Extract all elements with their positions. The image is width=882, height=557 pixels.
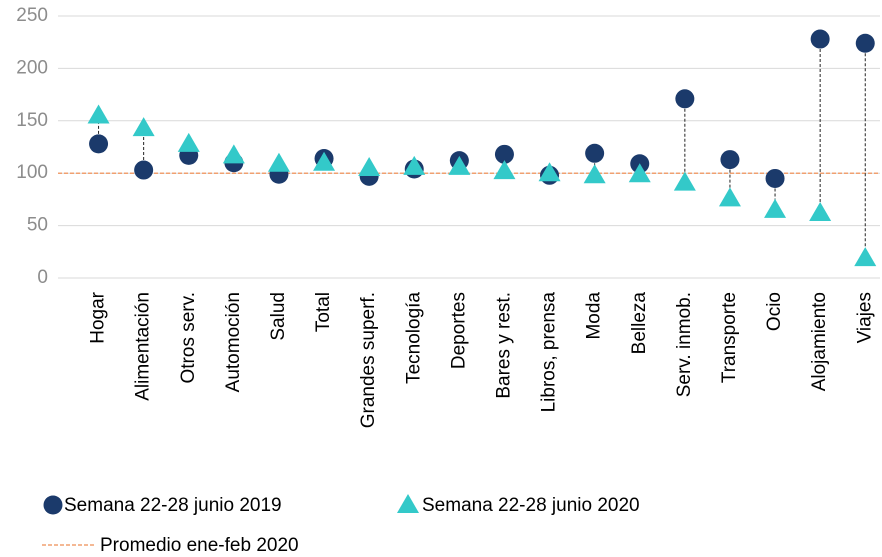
triangle-2020 bbox=[854, 247, 877, 267]
dot-2019 bbox=[855, 33, 875, 53]
triangle-2020 bbox=[87, 104, 110, 124]
x-tick-label: Viajes bbox=[854, 292, 875, 343]
x-tick-label: Otros serv. bbox=[178, 292, 199, 384]
triangle-2020 bbox=[764, 198, 787, 218]
x-tick-label: Salud bbox=[268, 292, 289, 341]
triangle-2020 bbox=[493, 160, 516, 180]
dot-2019 bbox=[810, 29, 830, 49]
triangle-2020 bbox=[358, 156, 381, 176]
y-tick-label: 50 bbox=[27, 215, 48, 236]
triangle-2020 bbox=[177, 132, 200, 152]
triangle-2020 bbox=[403, 155, 426, 175]
x-tick-label: Ocio bbox=[764, 292, 785, 331]
x-tick-label: Serv. inmob. bbox=[674, 292, 695, 397]
dot-2019 bbox=[494, 144, 514, 164]
triangle-2020 bbox=[628, 163, 651, 183]
x-tick-label: Bares y rest. bbox=[493, 292, 514, 399]
dot-2019 bbox=[585, 143, 605, 163]
legend-label: Promedio ene-feb 2020 bbox=[100, 535, 299, 556]
triangle-2020 bbox=[222, 144, 245, 164]
y-tick-label: 0 bbox=[37, 267, 48, 288]
triangle-2020 bbox=[313, 151, 336, 171]
triangle-2020 bbox=[538, 162, 561, 182]
x-tick-label: Moda bbox=[584, 292, 605, 340]
dot-2019 bbox=[134, 160, 154, 180]
triangle-2020 bbox=[673, 171, 696, 191]
x-tick-label: Tecnología bbox=[403, 292, 424, 384]
x-tick-label: Hogar bbox=[88, 291, 109, 343]
y-tick-label: 100 bbox=[16, 162, 48, 183]
x-tick-label: Deportes bbox=[448, 292, 469, 369]
y-tick-label: 150 bbox=[16, 110, 48, 131]
x-tick-label: Belleza bbox=[629, 292, 650, 355]
x-tick-label: Alojamiento bbox=[809, 292, 830, 391]
dot-2019 bbox=[765, 168, 785, 188]
x-tick-label: Total bbox=[313, 292, 334, 332]
triangle-2020 bbox=[718, 187, 741, 207]
x-tick-label: Alimentación bbox=[133, 292, 154, 401]
triangle-2020 bbox=[809, 202, 832, 222]
legend-marker bbox=[43, 495, 63, 515]
x-tick-label: Libros, prensa bbox=[539, 292, 560, 413]
legend-marker bbox=[397, 494, 419, 513]
triangle-2020 bbox=[267, 152, 290, 172]
x-tick-label: Automoción bbox=[223, 292, 244, 392]
x-tick-label: Grandes superf. bbox=[358, 292, 379, 428]
legend-label: Semana 22-28 junio 2020 bbox=[422, 495, 640, 516]
y-tick-label: 200 bbox=[16, 57, 48, 78]
triangle-2020 bbox=[132, 117, 155, 137]
triangle-2020 bbox=[583, 164, 606, 184]
y-tick-label: 250 bbox=[16, 5, 48, 26]
dot-2019 bbox=[89, 134, 109, 154]
legend-label: Semana 22-28 junio 2019 bbox=[64, 495, 282, 516]
x-tick-label: Transporte bbox=[719, 292, 740, 383]
dot-2019 bbox=[675, 89, 695, 109]
triangle-2020 bbox=[448, 155, 471, 175]
dot-2019 bbox=[720, 150, 740, 170]
